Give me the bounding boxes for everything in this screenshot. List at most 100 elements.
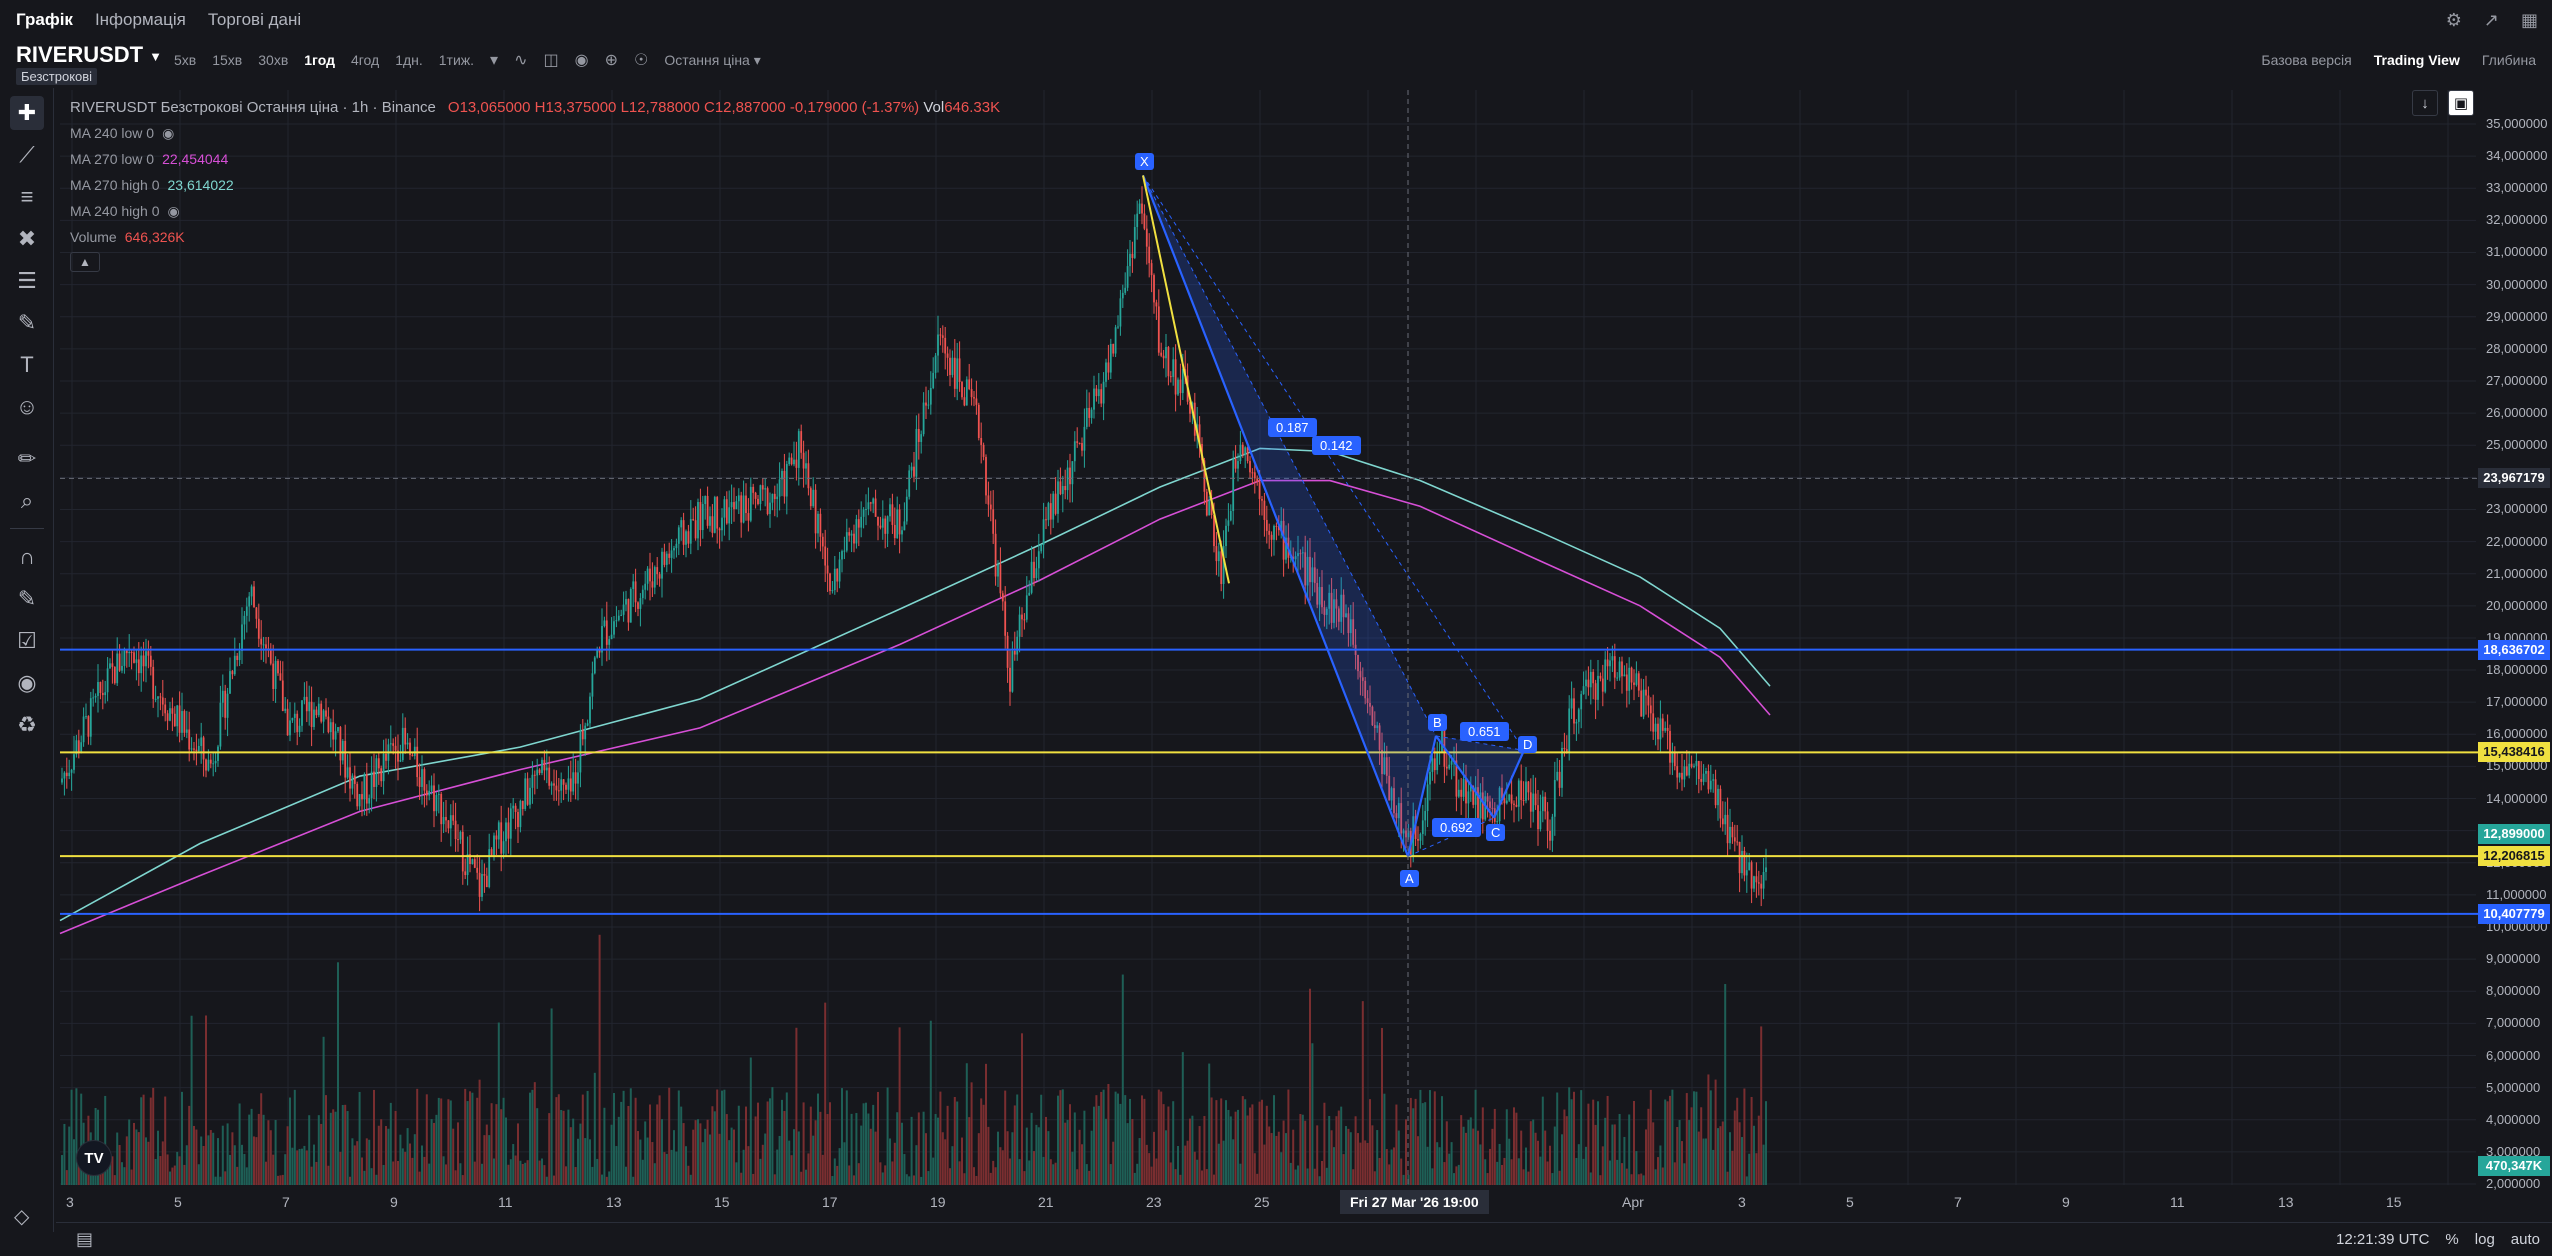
indicator-row[interactable]: MA 270 high 0 23,614022 (70, 172, 1000, 198)
interval-4h[interactable]: 4год (350, 52, 380, 68)
candle-body (925, 402, 927, 406)
interval-dropdown-icon[interactable]: ▾ (490, 52, 499, 69)
eye-hidden-icon[interactable]: ◉ (167, 202, 180, 219)
tab-chart[interactable]: Графік (16, 10, 73, 29)
tab-info[interactable]: Інформація (94, 10, 186, 29)
candle-body (509, 808, 512, 839)
candle-body (781, 470, 783, 480)
fullscreen-icon[interactable]: ▣ (2448, 90, 2474, 116)
text-icon[interactable]: T (20, 352, 34, 377)
crosshair-icon[interactable]: ✚ (10, 96, 44, 130)
horizontal-lines-icon[interactable]: ≡ (20, 184, 34, 209)
bell-icon[interactable]: ⚙ (2445, 9, 2462, 30)
indicator-row[interactable]: MA 240 high 0 ◉ (70, 198, 1000, 224)
tab-trading-data[interactable]: Торгові дані (207, 10, 302, 29)
volume-bar (1117, 1093, 1119, 1185)
legend-title: RIVERUSDT Безстрокові Остання ціна · 1h … (70, 98, 436, 116)
harmonic-point-label[interactable]: B (1428, 713, 1447, 731)
candle-body (1174, 359, 1177, 395)
harmonic-ratio-label[interactable]: 0.651 (1460, 722, 1509, 741)
interval-15m[interactable]: 15хв (212, 52, 243, 68)
candle-body (581, 730, 584, 740)
candle-body (1025, 595, 1028, 620)
download-icon[interactable]: ↓ (2412, 90, 2438, 116)
lock-icon[interactable]: ☑ (17, 628, 37, 653)
tradingview-logo[interactable]: TV (76, 1140, 112, 1176)
harmonic-ratio-label[interactable]: 0.692 (1432, 818, 1481, 837)
candle-body (1095, 388, 1098, 397)
volume-bar (1193, 1151, 1196, 1185)
tab-tradingview[interactable]: Trading View (2373, 52, 2460, 68)
chart-type-icon[interactable]: ◫ (543, 52, 559, 69)
candle-body (89, 698, 92, 737)
volume-bar (1736, 1097, 1739, 1185)
pattern-icon[interactable]: ✖ (17, 226, 37, 251)
volume-bar (1594, 1124, 1597, 1185)
lock-drawing-icon[interactable]: ✎ (17, 586, 37, 611)
interval-1d[interactable]: 1дн. (395, 52, 423, 68)
trash-icon[interactable]: ♻ (17, 712, 37, 737)
harmonic-ratio-label[interactable]: 0.142 (1312, 436, 1361, 455)
utc-time[interactable]: 12:21:39 UTC (2336, 1231, 2430, 1248)
volume-bar (1690, 1107, 1693, 1185)
volume-bar (677, 1090, 680, 1185)
candle-body (502, 841, 505, 854)
harmonic-point-label[interactable]: D (1518, 736, 1538, 754)
candle-body (663, 551, 666, 565)
percent-toggle[interactable]: % (2445, 1231, 2459, 1248)
eye-icon[interactable]: ◉ (17, 670, 37, 695)
volume-bar (872, 1104, 875, 1185)
harmonic-point-label[interactable]: C (1486, 823, 1506, 841)
volume-bar (1342, 1154, 1345, 1185)
harmonic-point-label[interactable]: A (1400, 870, 1419, 888)
fib-icon[interactable]: ☰ (17, 268, 37, 293)
emoji-icon[interactable]: ☺ (15, 394, 39, 419)
symbol-selector[interactable]: RIVERUSDT ▼ (16, 42, 162, 68)
log-toggle[interactable]: log (2474, 1231, 2495, 1248)
price-type-select[interactable]: Остання ціна ▾ (664, 51, 761, 68)
harmonic-ratio-label[interactable]: 0.187 (1268, 418, 1317, 437)
calendar-icon[interactable]: ▤ (76, 1229, 94, 1249)
indicator-row[interactable]: Volume 646,326K (70, 224, 1000, 250)
add-icon[interactable]: ⊕ (604, 52, 618, 69)
volume-bar (373, 1089, 375, 1185)
camera-icon[interactable]: ◉ (574, 52, 589, 69)
interval-1w[interactable]: 1тиж. (438, 52, 475, 68)
volume-bar (927, 1171, 930, 1185)
indicator-row[interactable]: MA 240 low 0 ◉ (70, 120, 1000, 146)
harmonic-point-label[interactable]: X (1135, 153, 1154, 171)
settings-icon[interactable]: ☉ (633, 52, 649, 69)
volume-bar (1071, 1151, 1074, 1185)
candle-body (706, 495, 709, 526)
volume-bar (1369, 1099, 1371, 1185)
interval-5m[interactable]: 5хв (174, 52, 197, 68)
candle-body (281, 680, 284, 711)
indicators-icon[interactable]: ∿ (514, 52, 528, 69)
auto-toggle[interactable]: auto (2510, 1231, 2540, 1248)
layout-icon[interactable]: ▦ (2520, 9, 2538, 30)
trend-line-icon[interactable]: ⟋ (19, 142, 35, 167)
legend-collapse-button[interactable]: ▲ (70, 252, 100, 272)
volume-bar (1433, 1091, 1436, 1185)
candle-body (1450, 761, 1453, 765)
interval-30m[interactable]: 30хв (258, 52, 289, 68)
magnet-icon[interactable]: ∩ (19, 544, 35, 569)
layers-icon[interactable]: ◇ (14, 1206, 30, 1228)
brush-icon[interactable]: ✎ (17, 310, 37, 335)
indicator-row[interactable]: MA 270 low 0 22,454044 (70, 146, 1000, 172)
collapse-icon[interactable]: ↗ (2483, 9, 2499, 30)
ruler-icon[interactable]: ✏ (17, 446, 37, 471)
tab-basic-view[interactable]: Базова версія (2261, 52, 2352, 68)
volume-bar (1589, 1172, 1592, 1185)
eye-hidden-icon[interactable]: ◉ (162, 124, 175, 141)
candle-body (1659, 718, 1662, 740)
zoom-icon[interactable]: ⌕ (20, 488, 34, 513)
tab-depth[interactable]: Глибина (2481, 52, 2536, 68)
volume-bar (1270, 1133, 1273, 1185)
candle-body (178, 705, 181, 733)
candle-body (368, 798, 371, 804)
candle-body (701, 504, 704, 531)
interval-1h[interactable]: 1год (304, 52, 335, 68)
volume-bar (425, 1094, 428, 1185)
